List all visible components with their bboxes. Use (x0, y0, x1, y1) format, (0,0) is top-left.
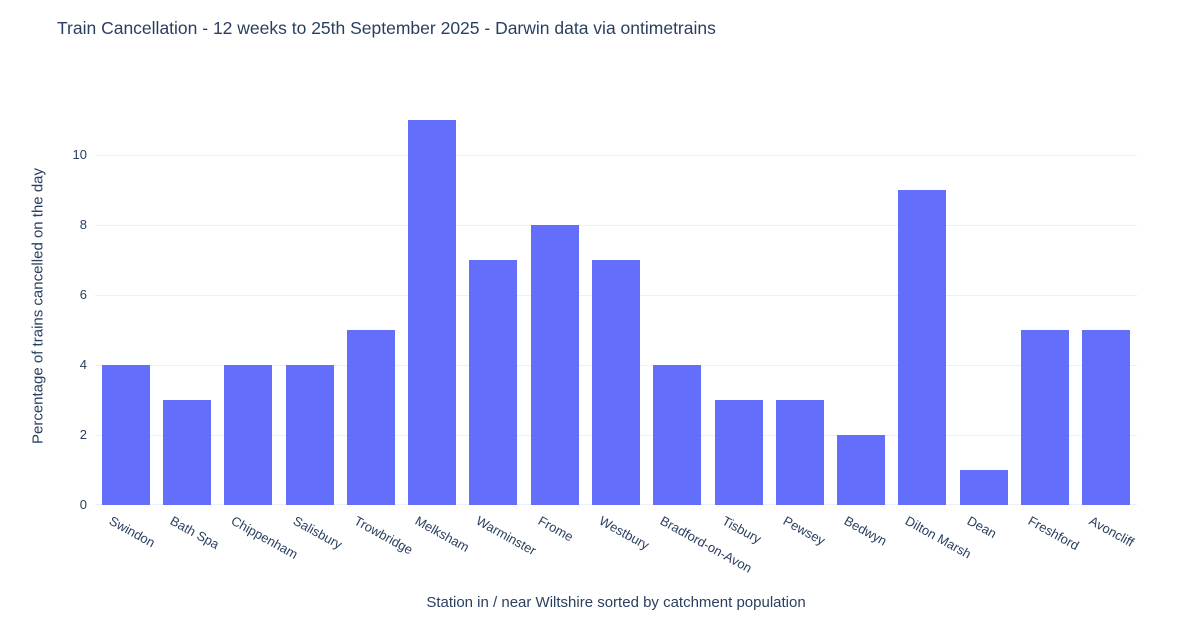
plot-area (95, 107, 1137, 505)
x-tick-label-chippenham: Chippenham (228, 513, 301, 562)
chart-title: Train Cancellation - 12 weeks to 25th Se… (57, 18, 716, 38)
x-tick-label-warminster: Warminster (474, 513, 540, 559)
bar-chippenham (224, 365, 273, 505)
x-tick-label-salisbury: Salisbury (290, 513, 345, 553)
x-tick-label-freshford: Freshford (1025, 513, 1082, 554)
bar-swindon (101, 365, 150, 505)
gridline-y-10 (95, 155, 1137, 156)
bar-tisbury (714, 400, 763, 505)
bar-avoncliff (1082, 330, 1131, 505)
x-tick-label-pewsey: Pewsey (780, 513, 828, 549)
x-tick-label-tisbury: Tisbury (719, 513, 764, 547)
bar-pewsey (775, 400, 824, 505)
bar-bath-spa (162, 400, 211, 505)
bar-trowbridge (346, 330, 395, 505)
x-tick-label-westbury: Westbury (596, 513, 652, 553)
y-tick-label-0: 0 (79, 497, 87, 512)
bar-dean (959, 470, 1008, 505)
y-tick-label-6: 6 (79, 287, 87, 302)
y-tick-label-2: 2 (79, 427, 87, 442)
x-tick-label-dean: Dean (964, 513, 999, 542)
bar-westbury (592, 260, 640, 505)
bar-warminster (469, 260, 518, 505)
y-tick-label-4: 4 (79, 357, 87, 372)
bar-bedwyn (837, 435, 886, 505)
gridline-y-8 (95, 225, 1137, 226)
x-tick-label-swindon: Swindon (106, 513, 158, 551)
bar-frome (530, 225, 579, 505)
bar-salisbury (285, 365, 334, 505)
x-tick-label-frome: Frome (535, 513, 576, 545)
bar-bradford-on-avon (653, 365, 702, 505)
bar-dilton-marsh (898, 190, 947, 505)
x-tick-label-melksham: Melksham (412, 513, 472, 555)
x-tick-label-bath-spa: Bath Spa (167, 513, 222, 553)
y-tick-label-8: 8 (79, 217, 87, 232)
y-axis-title: Percentage of trains cancelled on the da… (29, 167, 47, 445)
x-tick-label-bedwyn: Bedwyn (841, 513, 890, 549)
x-tick-label-dilton-marsh: Dilton Marsh (903, 513, 975, 562)
x-tick-label-trowbridge: Trowbridge (351, 513, 416, 558)
x-axis-title: Station in / near Wiltshire sorted by ca… (426, 594, 806, 611)
x-tick-label-avoncliff: Avoncliff (1087, 513, 1137, 550)
bar-melksham (408, 120, 457, 505)
y-tick-label-10: 10 (72, 147, 87, 162)
bar-freshford (1021, 330, 1070, 505)
